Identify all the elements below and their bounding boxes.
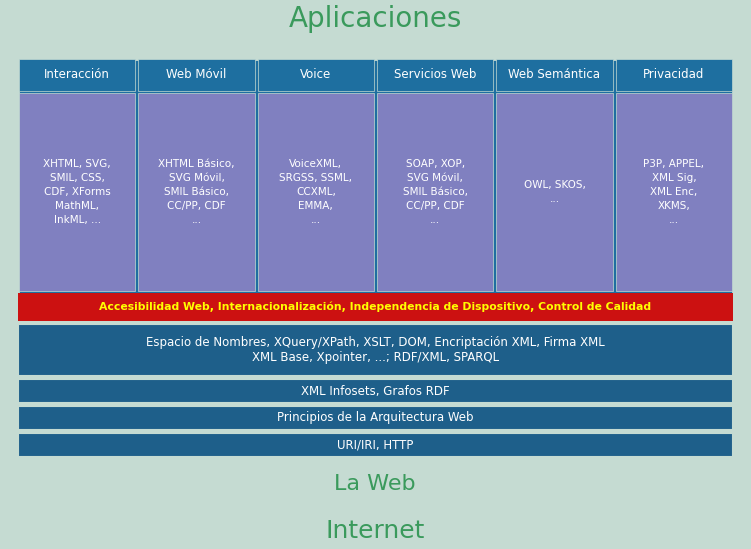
FancyBboxPatch shape	[18, 379, 733, 403]
Text: XML Infosets, Grafos RDF: XML Infosets, Grafos RDF	[301, 384, 450, 397]
Text: Interacción: Interacción	[44, 69, 110, 81]
Text: Espacio de Nombres, XQuery/XPath, XSLT, DOM, Encriptación XML, Firma XML
XML Bas: Espacio de Nombres, XQuery/XPath, XSLT, …	[146, 336, 605, 364]
FancyBboxPatch shape	[19, 93, 135, 291]
FancyBboxPatch shape	[18, 433, 733, 457]
FancyBboxPatch shape	[258, 93, 374, 291]
Text: Internet: Internet	[325, 519, 424, 543]
Text: Voice: Voice	[300, 69, 331, 81]
FancyBboxPatch shape	[377, 93, 493, 291]
Text: URI/IRI, HTTP: URI/IRI, HTTP	[337, 439, 414, 451]
Text: Servicios Web: Servicios Web	[394, 69, 476, 81]
FancyBboxPatch shape	[377, 59, 493, 91]
Text: Privacidad: Privacidad	[643, 69, 704, 81]
Text: XHTML, SVG,
SMIL, CSS,
CDF, XForms
MathML,
InkML, ...: XHTML, SVG, SMIL, CSS, CDF, XForms MathM…	[44, 159, 111, 225]
Text: XHTML Básico,
SVG Móvil,
SMIL Básico,
CC/PP, CDF
...: XHTML Básico, SVG Móvil, SMIL Básico, CC…	[158, 159, 235, 225]
Text: Accesibilidad Web, Internacionalización, Independencia de Dispositivo, Control d: Accesibilidad Web, Internacionalización,…	[99, 302, 652, 312]
Text: Aplicaciones: Aplicaciones	[288, 5, 462, 33]
FancyBboxPatch shape	[616, 59, 732, 91]
FancyBboxPatch shape	[496, 59, 613, 91]
Text: VoiceXML,
SRGSS, SSML,
CCXML,
EMMA,
...: VoiceXML, SRGSS, SSML, CCXML, EMMA, ...	[279, 159, 352, 225]
Text: P3P, APPEL,
XML Sig,
XML Enc,
XKMS,
...: P3P, APPEL, XML Sig, XML Enc, XKMS, ...	[644, 159, 704, 225]
FancyBboxPatch shape	[138, 59, 255, 91]
FancyBboxPatch shape	[18, 293, 733, 321]
FancyBboxPatch shape	[138, 93, 255, 291]
FancyBboxPatch shape	[616, 93, 732, 291]
FancyBboxPatch shape	[496, 93, 613, 291]
FancyBboxPatch shape	[258, 59, 374, 91]
FancyBboxPatch shape	[18, 324, 733, 376]
Text: Principios de la Arquitectura Web: Principios de la Arquitectura Web	[277, 412, 474, 424]
Text: SOAP, XOP,
SVG Móvil,
SMIL Básico,
CC/PP, CDF
...: SOAP, XOP, SVG Móvil, SMIL Básico, CC/PP…	[403, 159, 468, 225]
FancyBboxPatch shape	[19, 59, 135, 91]
Text: La Web: La Web	[334, 474, 416, 494]
Text: OWL, SKOS,
...: OWL, SKOS, ...	[523, 180, 586, 204]
FancyBboxPatch shape	[18, 59, 733, 321]
Text: Web Semántica: Web Semántica	[508, 69, 601, 81]
Text: Web Móvil: Web Móvil	[166, 69, 227, 81]
FancyBboxPatch shape	[18, 406, 733, 430]
